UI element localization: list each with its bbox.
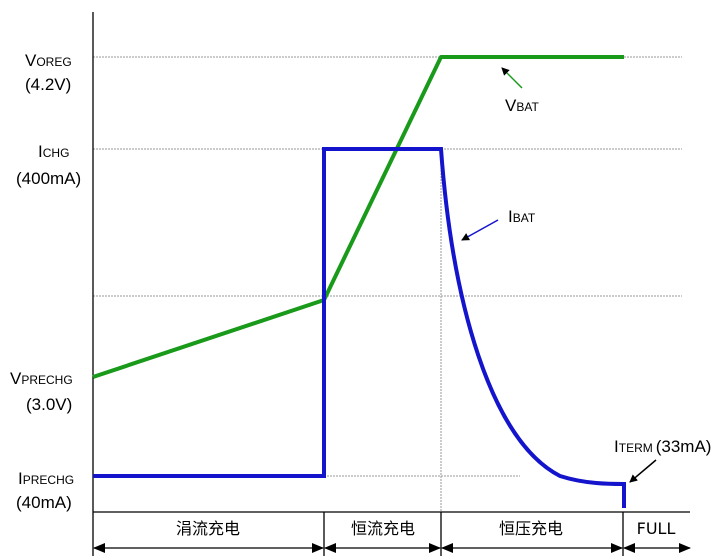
vbat-pointer <box>501 67 523 89</box>
label-vprechg: VPRECHG <box>10 369 73 388</box>
label-iprechg-value: (40mA) <box>16 493 72 512</box>
phase-label-trickle: 涓流充电 <box>176 519 240 538</box>
ibat-pointer <box>461 219 499 241</box>
label-voreg: VOREG <box>25 51 72 70</box>
gridlines <box>93 56 682 512</box>
ibat-curve <box>93 147 626 508</box>
label-vbat: VBAT <box>505 96 539 115</box>
phase-label-cv: 恒压充电 <box>499 519 563 538</box>
phase-label-full: FULL <box>637 519 676 538</box>
label-ichg-value: (400mA) <box>16 169 81 188</box>
label-iterm: ITERM (33mA) <box>614 437 711 456</box>
label-vprechg-value: (3.0V) <box>26 395 72 414</box>
phase-label-cc: 恒流充电 <box>351 519 415 538</box>
label-iprechg: IPRECHG <box>18 469 74 488</box>
vbat-curve <box>92 55 624 379</box>
label-ibat: IBAT <box>508 207 536 226</box>
iterm-pointer <box>629 459 657 483</box>
label-ichg: ICHG <box>38 142 69 161</box>
label-voreg-value: (4.2V) <box>25 75 71 94</box>
